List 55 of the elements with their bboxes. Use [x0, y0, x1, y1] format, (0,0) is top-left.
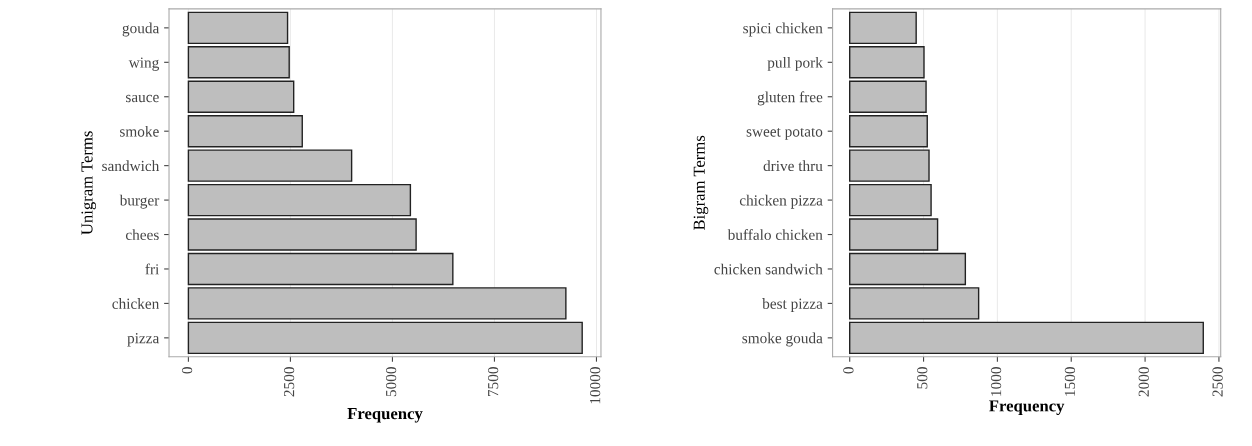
y-axis-title: Unigram Terms: [81, 131, 97, 235]
bar: [849, 80, 927, 113]
y-tick-label: sweet potato: [746, 127, 823, 140]
bar: [849, 46, 925, 79]
bar: [187, 80, 295, 113]
y-tick-label: smoke: [120, 125, 159, 137]
y-tick-label: smoke gouda: [742, 332, 823, 347]
x-tick-label: 1000: [990, 367, 1002, 396]
x-axis-title: Frequency: [989, 400, 1065, 415]
bar: [187, 115, 303, 148]
y-tick-label: pizza: [127, 333, 160, 347]
bar: [849, 11, 917, 45]
y-tick-label: wing: [128, 57, 160, 71]
y-tick-label: chees: [125, 229, 159, 240]
x-tick-label: 2000: [1138, 367, 1149, 397]
y-tick-label: gluten free: [757, 91, 823, 106]
x-axis-title: Frequency: [347, 408, 423, 423]
y-tick-label: drive thru: [763, 160, 823, 172]
y-tick-label: buffalo chicken: [727, 229, 823, 240]
y-tick-label: gouda: [122, 22, 160, 37]
y-axis-title: Bigram Terms: [693, 135, 709, 231]
y-tick-label: burger: [119, 194, 160, 209]
y-tick-label: chicken: [112, 298, 160, 309]
bar: [187, 11, 289, 45]
bar: [187, 149, 353, 182]
bar: [849, 252, 967, 286]
bar: [849, 149, 930, 182]
x-tick-label: 500: [917, 367, 928, 389]
bar: [187, 252, 454, 286]
x-tick-label: 0: [843, 367, 854, 374]
bar: [187, 218, 417, 251]
bar: [849, 321, 1204, 355]
y-tick-label: fri: [145, 263, 160, 275]
bar: [187, 183, 412, 217]
y-tick-label: sauce: [125, 94, 159, 103]
x-tick-label: 2500: [283, 367, 295, 397]
y-tick-label: sandwich: [102, 160, 160, 172]
bar: [849, 218, 939, 251]
bar: [849, 183, 932, 217]
bar: [187, 287, 567, 320]
bar: [849, 115, 928, 148]
x-tick-label: 2500: [1212, 367, 1223, 397]
bar: [849, 287, 980, 320]
y-tick-label: chicken sandwich: [714, 263, 823, 275]
x-tick-label: 5000: [385, 367, 397, 397]
y-tick-label: best pizza: [762, 298, 823, 312]
x-tick-label: 0: [181, 367, 193, 374]
bar: [187, 46, 290, 79]
x-tick-label: 7500: [487, 367, 499, 397]
x-tick-label: 10000: [589, 367, 601, 404]
y-tick-label: pull pork: [767, 57, 823, 71]
x-tick-label: 1500: [1064, 367, 1076, 396]
y-tick-label: spici chicken: [743, 22, 823, 37]
y-tick-label: chicken pizza: [739, 194, 823, 209]
bar: [187, 321, 583, 355]
